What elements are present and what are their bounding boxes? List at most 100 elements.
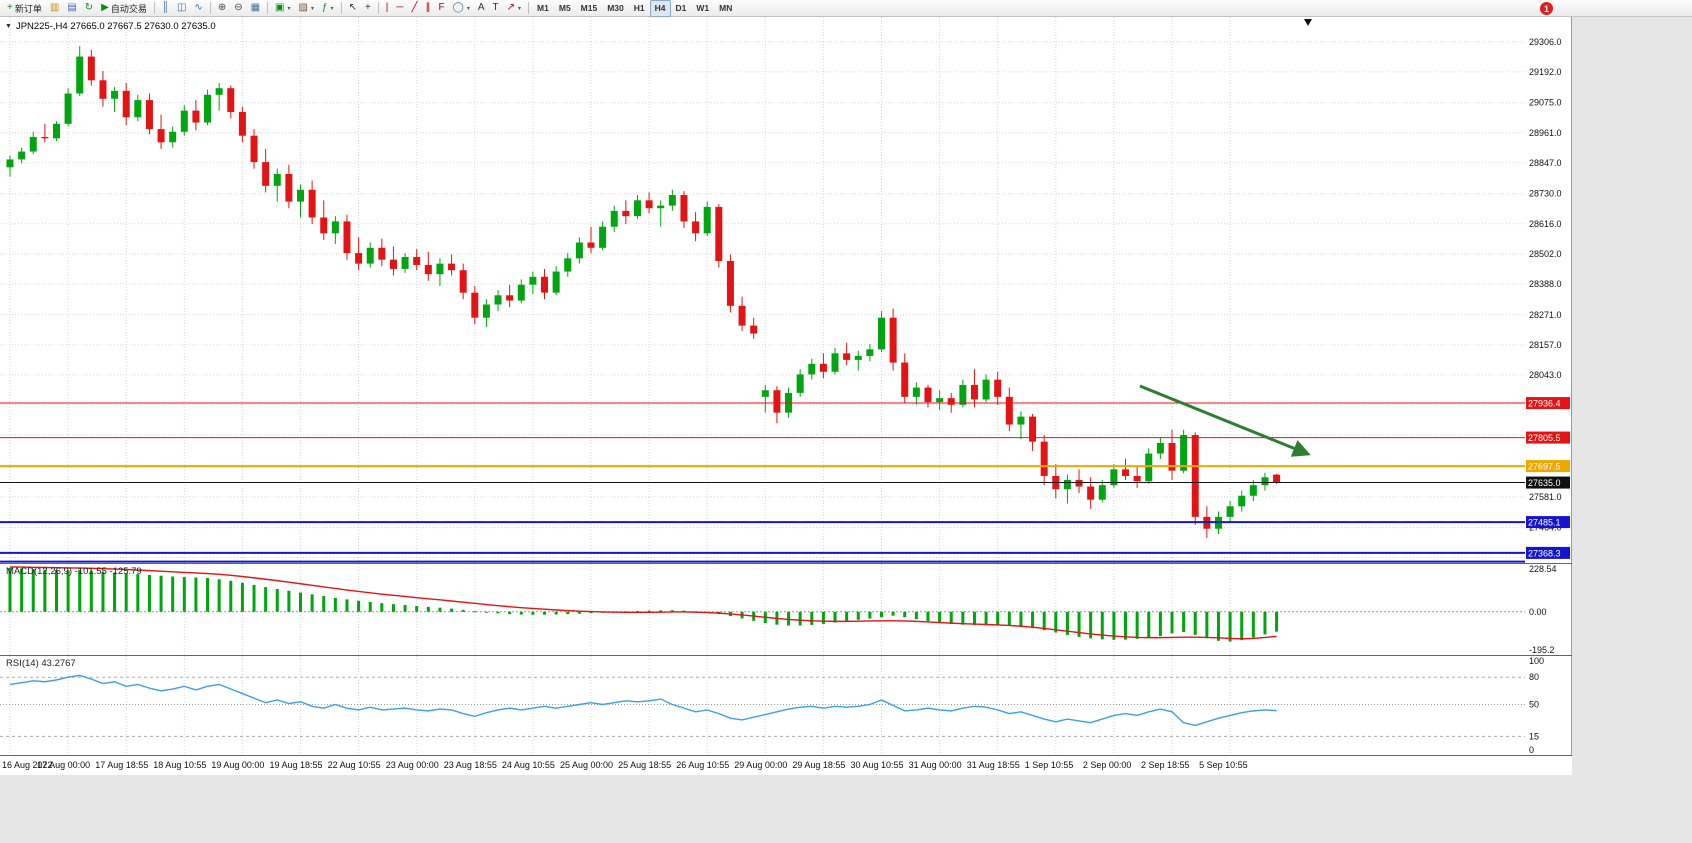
candle-down [587,242,595,248]
templates-button[interactable]: ▨ ▾ [295,0,318,17]
chart-dropdown-icon[interactable]: ▼ [5,23,12,30]
macd-histogram-bar [810,611,814,625]
bar-chart-icon: ║ [161,2,169,13]
candle-up [1098,485,1106,500]
chart-window: 29306.0 29192.0 29075.0 28961.0 28847.0 28730… [0,17,1572,775]
refresh-button[interactable]: ↻ [81,0,97,17]
time-axis-label: 19 Aug 00:00 [211,760,265,770]
macd-histogram-bar [147,574,151,612]
tile-windows-button[interactable]: ▦ [247,0,264,17]
timeframe-h4-button[interactable]: H4 [649,0,671,17]
price-tag-label: 27635.0 [1528,478,1561,488]
timeframe-w1-button[interactable]: W1 [696,3,710,13]
macd-histogram-bar [299,592,302,612]
candle-down [192,110,200,123]
timeframe-d1-button[interactable]: D1 [675,3,687,13]
text-label-button[interactable]: T [489,0,503,17]
candle-up [331,221,339,234]
dropdown-caret-icon: ▾ [310,5,314,12]
macd-histogram-bar [368,601,372,612]
bar-chart-button[interactable]: ║ [158,0,173,17]
macd-histogram-bar [194,577,198,612]
macd-histogram-bar [984,611,988,626]
horizontal-line-button[interactable]: ─ [392,0,407,17]
fibonacci-button[interactable]: F [435,0,449,17]
candle-up [633,200,641,217]
candle-up [1180,435,1188,471]
rsi-axis-label: 15 [1529,731,1539,741]
arrows-button[interactable]: ↗ ▾ [503,0,525,17]
candle-down [506,295,514,301]
macd-histogram-bar [926,611,930,622]
price-tag [1526,516,1570,529]
trendline-button[interactable]: ╱ [408,0,422,17]
shapes-button[interactable]: ◯ ▾ [449,0,474,17]
charts-window-button[interactable]: ▥ [46,0,63,17]
new-order-button[interactable]: + 新订单 [3,0,46,17]
equidistant-channel-button[interactable]: ∥ [422,0,435,17]
macd-label: MACD(12,26,9) -101.55 -125.79 [6,566,142,577]
macd-signal-line [9,566,1277,640]
timeframe-m15-button[interactable]: M15 [580,3,598,13]
rsi-label: RSI(14) 43.2767 [6,658,76,669]
dropdown-caret-icon: ▾ [287,5,291,12]
timeframe-mn-button[interactable]: MN [719,3,733,13]
macd-histogram-bar [659,610,663,612]
new-chart-button[interactable]: ▣ ▾ [271,0,294,17]
macd-histogram-bar [8,567,12,612]
price-tag-label: 27485.1 [1528,518,1561,528]
time-axis-label: 17 Aug 18:55 [95,760,149,770]
text-button[interactable]: A [474,0,489,17]
timeframe-m1-button[interactable]: M1 [537,3,549,13]
main-chart[interactable]: 29306.0 29192.0 29075.0 28961.0 28847.0 28730… [0,17,1572,563]
profiles-button[interactable]: ▤ [63,0,80,17]
candle-up [1249,485,1257,496]
arrows-icon: ↗ [506,2,516,13]
notification-badge[interactable]: 1 [1540,2,1553,15]
cursor-button[interactable]: ↖ [345,0,361,17]
candlestick-chart-button[interactable]: ◫ [173,0,190,17]
macd-panel[interactable]: 228.54 0.00 -195.2 MACD(12,26,9) -101.55 -… [0,563,1572,655]
crosshair-button[interactable]: + [361,0,375,17]
macd-histogram-bar [20,568,24,612]
macd-histogram-bar [89,570,93,612]
zoom-in-button[interactable]: ⊕ [214,0,230,17]
time-axis-label: 1 Sep 10:55 [1024,760,1074,770]
price-axis-label: 28502.0 [1529,249,1562,259]
macd-histogram-bar [1054,611,1058,633]
candle-down [970,384,978,400]
timeframe-h1-button[interactable]: H1 [633,3,645,13]
candle-down [715,206,723,261]
macd-histogram-bar [403,605,407,612]
zoom-out-button[interactable]: ⊖ [230,0,246,17]
candle-up [401,257,409,269]
macd-histogram-bar [647,610,651,612]
chart-shift-marker[interactable] [1304,19,1312,26]
macd-histogram-bar [217,579,221,612]
macd-histogram-bar [426,606,430,612]
indicators-icon: ƒ [321,2,328,13]
macd-histogram-bar [240,582,244,612]
vertical-line-button[interactable]: | [382,0,393,17]
time-axis-label: 19 Aug 18:55 [269,760,323,770]
price-axis-label: 28043.0 [1529,370,1562,380]
autotrading-button[interactable]: ▶ 自动交易 [97,0,151,17]
zoom-in-icon: ⊕ [217,2,227,13]
macd-histogram-bar [287,590,291,612]
trend-arrow[interactable] [1139,384,1311,457]
indicators-button[interactable]: ƒ ▾ [318,0,338,17]
candle-down [947,398,955,405]
candle-down [924,387,932,403]
macd-histogram-bar [938,611,942,623]
rsi-panel[interactable]: 100 80 50 15 0 RSI(14) 43.2767 [0,655,1572,755]
candle-down [1273,474,1281,483]
line-chart-button[interactable]: ∿ [190,0,206,17]
profiles-icon: ▤ [67,2,77,13]
new-chart-icon: ▣ [275,2,285,13]
timeframe-m30-button[interactable]: M30 [607,3,624,13]
macd-histogram-bar [787,611,791,626]
timeframe-m5-button[interactable]: M5 [558,3,571,13]
price-tag [1526,397,1570,410]
candle-down [389,259,397,269]
macd-histogram-bar [113,572,117,612]
